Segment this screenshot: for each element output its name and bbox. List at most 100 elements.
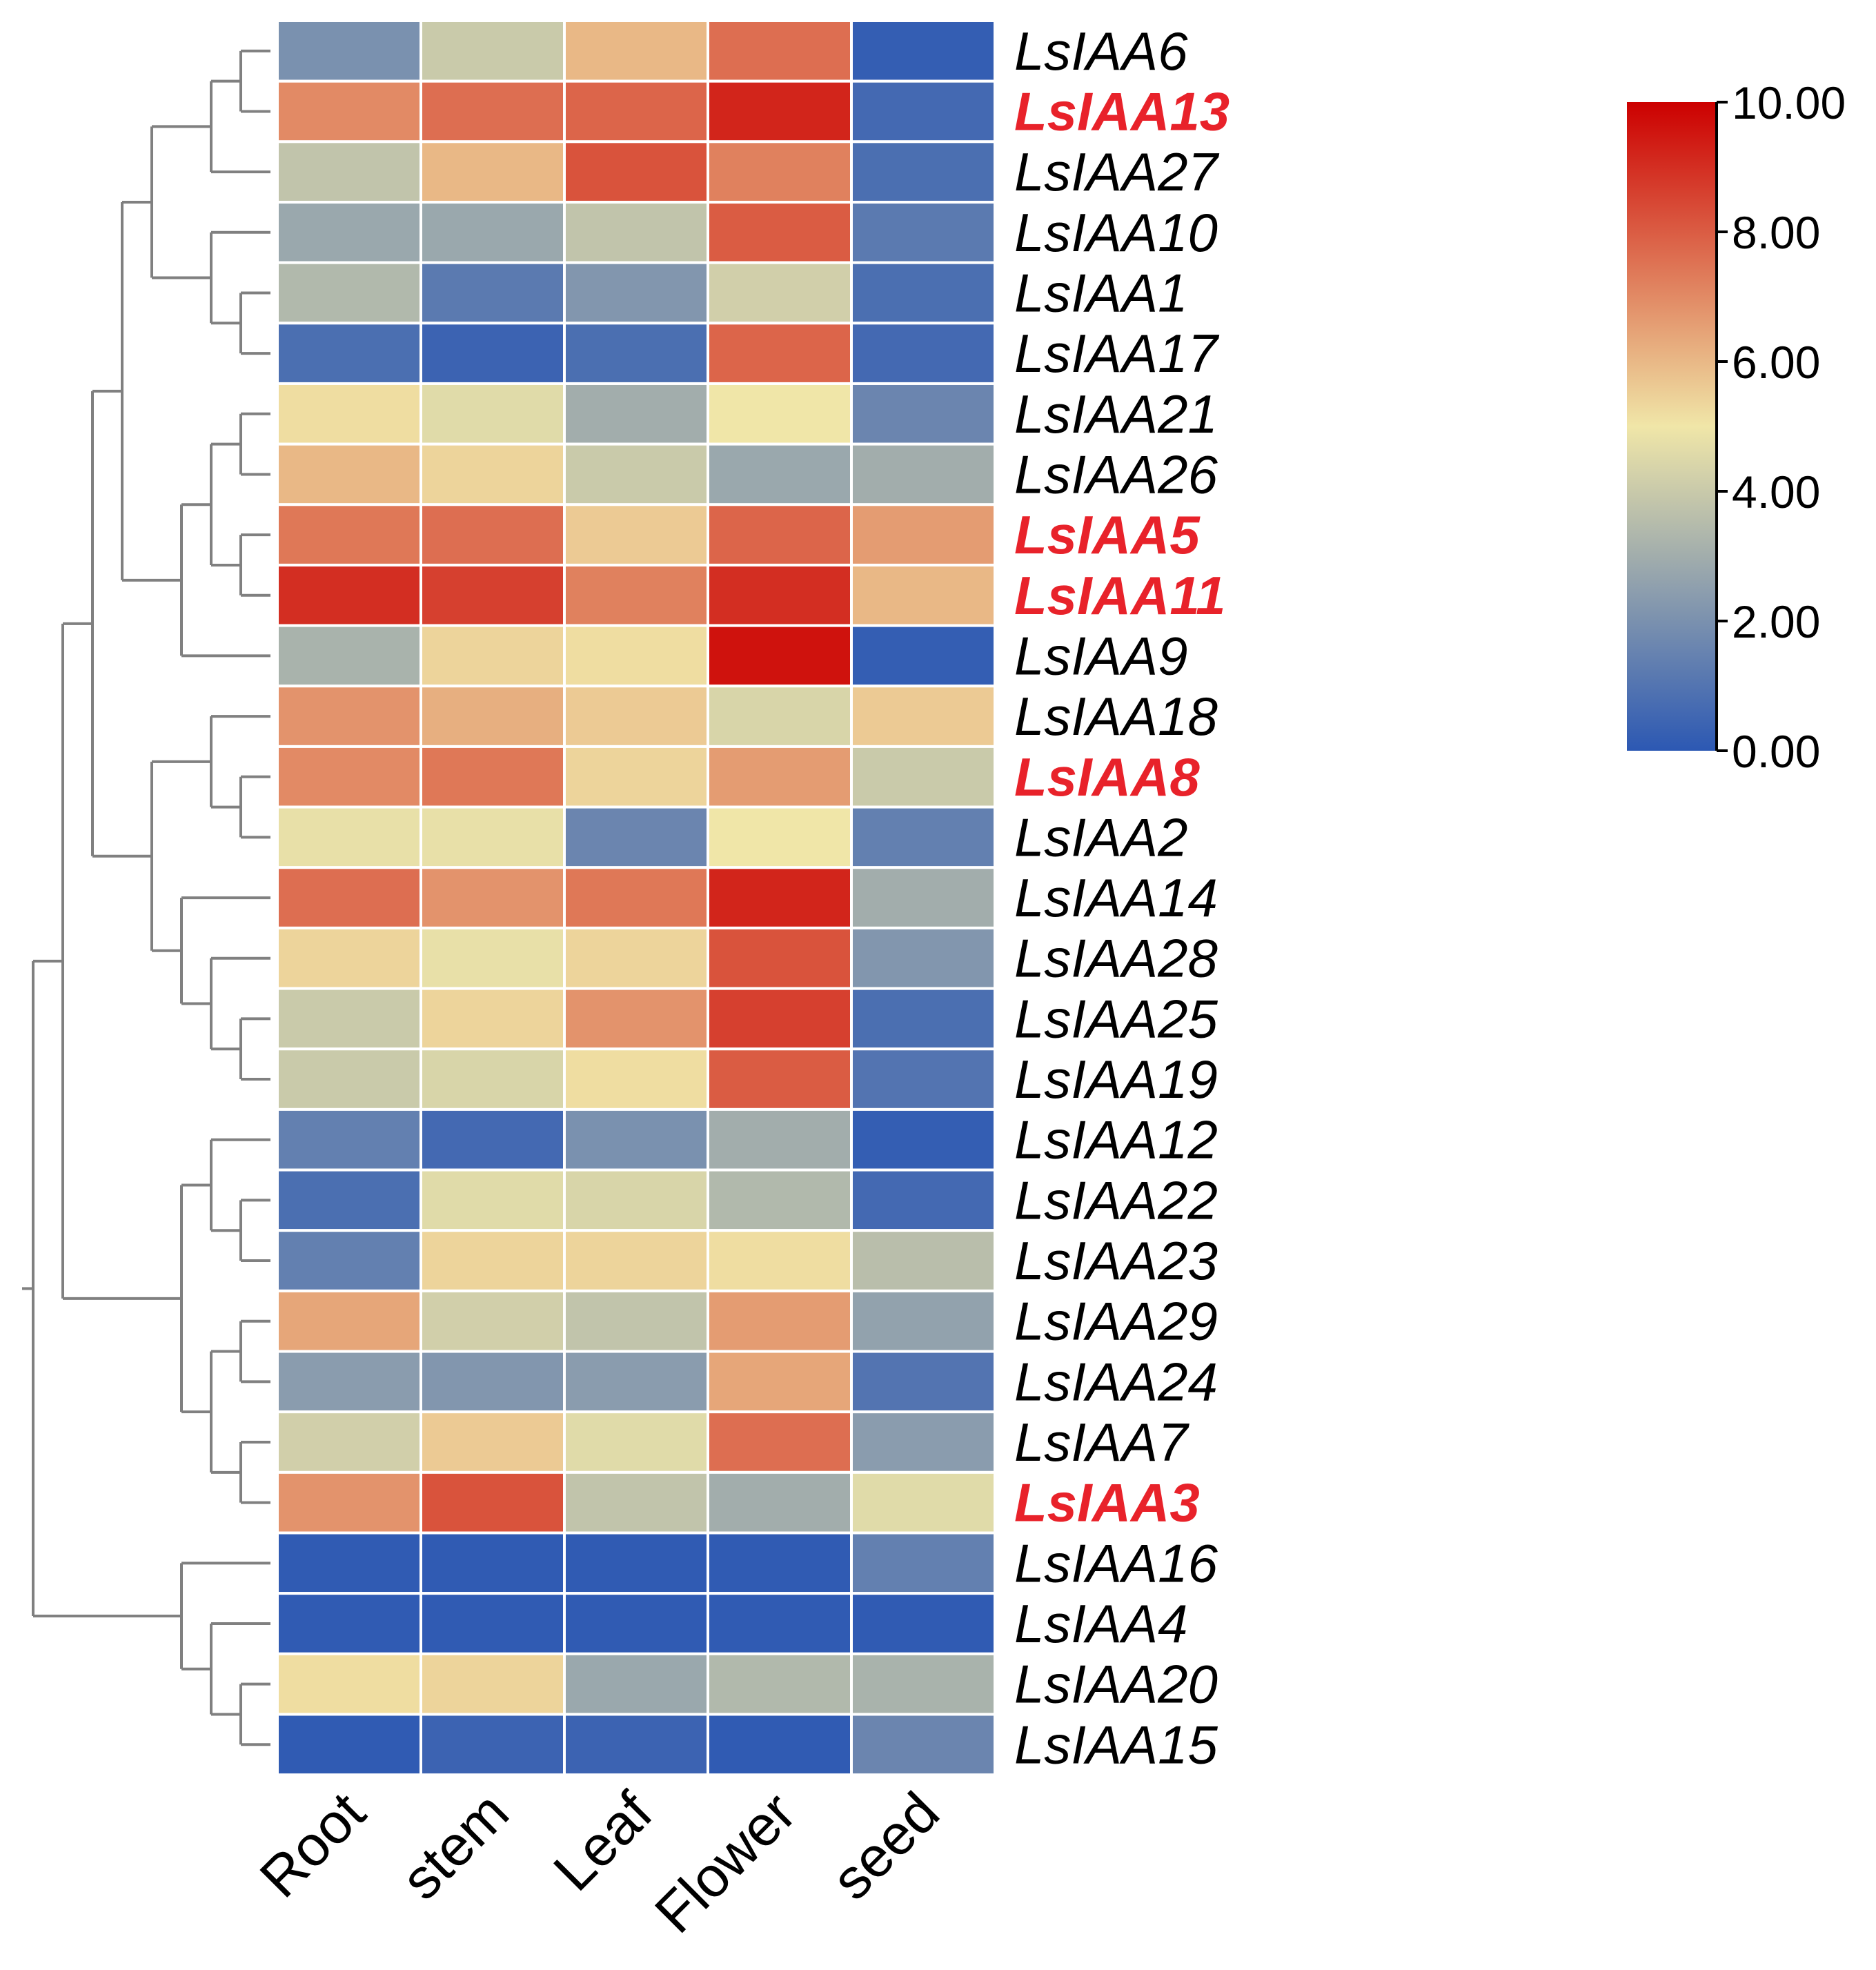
heatmap-cell: [707, 1531, 853, 1595]
colorbar-tick-label: 0.00: [1732, 726, 1820, 777]
heatmap-cell: [276, 805, 422, 869]
heatmap-cell: [419, 1592, 566, 1655]
row-label: LsIAA22: [1014, 1170, 1218, 1230]
heatmap-cell: [276, 382, 422, 446]
heatmap-cell: [419, 1470, 566, 1535]
heatmap-cell: [850, 382, 996, 446]
heatmap-cell: [276, 1652, 422, 1716]
column-label: stem: [390, 1781, 521, 1912]
row-label: LsIAA1: [1014, 262, 1187, 323]
heatmap-cell: [707, 805, 853, 869]
heatmap-cell: [563, 1652, 709, 1716]
row-label: LsIAA26: [1014, 444, 1218, 504]
heatmap-cell: [707, 745, 853, 809]
heatmap-cell: [419, 1229, 566, 1292]
heatmap-cell: [419, 1107, 566, 1172]
heatmap-cell: [850, 261, 996, 325]
heatmap-cell: [419, 805, 566, 869]
heatmap-cell: [419, 1350, 566, 1414]
row-label: LsIAA16: [1014, 1533, 1218, 1593]
heatmap-cell: [850, 866, 996, 929]
heatmap-cell: [276, 624, 422, 688]
heatmap-cell: [419, 1652, 566, 1716]
heatmap-cell: [276, 1107, 422, 1172]
heatmap-cell: [707, 1047, 853, 1111]
heatmap-cell: [707, 19, 853, 83]
row-label: LsIAA9: [1014, 625, 1187, 686]
heatmap-cell: [563, 1229, 709, 1292]
heatmap-cell: [276, 745, 422, 809]
heatmap-cell: [850, 1107, 996, 1172]
column-label: seed: [820, 1781, 951, 1912]
heatmap-cell: [276, 1168, 422, 1232]
heatmap-cell: [707, 79, 853, 144]
heatmap-cell: [850, 200, 996, 264]
heatmap-cell: [850, 1470, 996, 1535]
heatmap-cell: [419, 442, 566, 506]
colorbar-tick-label: 2.00: [1732, 596, 1820, 647]
heatmap-cell: [850, 1531, 996, 1595]
heatmap-cell: [707, 866, 853, 929]
heatmap-cell: [276, 866, 422, 929]
heatmap-cell: [850, 563, 996, 627]
heatmap-cell: [419, 563, 566, 627]
colorbar-tick-label: 10.00: [1732, 77, 1846, 128]
heatmap-cell: [419, 1410, 566, 1474]
heatmap-cell: [276, 926, 422, 990]
heatmap-cell: [276, 1350, 422, 1414]
heatmap-cell: [707, 200, 853, 264]
heatmap-cell: [419, 1531, 566, 1595]
heatmap-cell: [707, 1289, 853, 1353]
heatmap-cell: [419, 926, 566, 990]
heatmap-cell: [563, 382, 709, 446]
row-label: LsIAA7: [1014, 1412, 1189, 1472]
heatmap-cell: [419, 19, 566, 83]
heatmap-cell: [707, 442, 853, 506]
heatmap-cell: [276, 1470, 422, 1535]
heatmap-cell: [850, 1410, 996, 1474]
heatmap-cell: [276, 1531, 422, 1595]
heatmap-cell: [276, 1713, 422, 1777]
heatmap-cell: [563, 322, 709, 385]
heatmap-cell: [276, 261, 422, 325]
heatmap-cell: [850, 322, 996, 385]
heatmap-cell: [850, 140, 996, 204]
heatmap-cell: [563, 926, 709, 990]
heatmap-cell: [419, 322, 566, 385]
heatmap-cell: [419, 1168, 566, 1232]
heatmap-cell: [850, 1592, 996, 1655]
colorbar-gradient: [1627, 102, 1717, 751]
heatmap-cell: [563, 1047, 709, 1111]
row-label: LsIAA6: [1014, 21, 1188, 81]
heatmap-cell: [563, 684, 709, 748]
heatmap-cell: [707, 322, 853, 385]
heatmap-cell: [563, 200, 709, 264]
row-label: LsIAA2: [1014, 807, 1187, 867]
heatmap-cell: [707, 1652, 853, 1716]
heatmap-cell: [276, 684, 422, 748]
heatmap-cell: [419, 261, 566, 325]
heatmap-cell: [850, 79, 996, 144]
row-label: LsIAA20: [1014, 1654, 1218, 1715]
heatmap-cell: [707, 1470, 853, 1535]
heatmap-cell: [850, 684, 996, 748]
heatmap-cell: [850, 1047, 996, 1111]
heatmap-cell: [850, 1350, 996, 1414]
heatmap-cell: [563, 1713, 709, 1777]
row-label: LsIAA5: [1014, 504, 1201, 565]
dendrogram: [22, 49, 270, 1746]
row-label: LsIAA14: [1014, 867, 1218, 928]
heatmap-cell: [563, 19, 709, 83]
heatmap-cell: [563, 1107, 709, 1172]
column-label: Leaf: [542, 1780, 664, 1902]
heatmap-cell: [419, 1713, 566, 1777]
row-label: LsIAA29: [1014, 1291, 1218, 1352]
heatmap-cell: [276, 1592, 422, 1655]
heatmap-cell: [563, 503, 709, 567]
heatmap-cell: [563, 442, 709, 506]
row-label: LsIAA12: [1014, 1110, 1218, 1170]
heatmap-cell: [850, 926, 996, 990]
